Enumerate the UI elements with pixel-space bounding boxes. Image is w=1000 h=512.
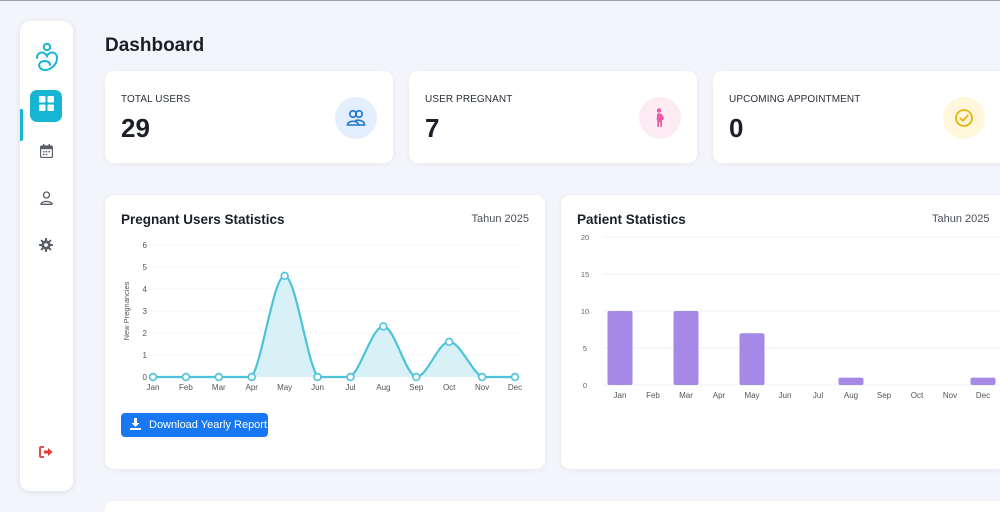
download-report-button[interactable]: Download Yearly Report xyxy=(121,413,268,437)
stat-label: TOTAL USERS xyxy=(121,94,191,105)
data-point xyxy=(477,372,487,382)
active-indicator xyxy=(20,109,23,141)
stat-card-user-pregnant: USER PREGNANT 7 xyxy=(409,71,697,163)
bar xyxy=(838,377,864,385)
sidebar-item-calendar[interactable] xyxy=(30,137,62,169)
y-axis-label: New Pregnancies xyxy=(122,281,131,340)
area-fill xyxy=(153,275,515,377)
sidebar xyxy=(20,21,73,491)
data-point xyxy=(313,372,322,382)
x-tick-label: May xyxy=(744,391,759,400)
page-title: Dashboard xyxy=(105,35,205,56)
x-tick-label: Dec xyxy=(508,383,522,392)
x-tick-label: Feb xyxy=(179,383,193,392)
year-label: Tahun 2025 xyxy=(932,213,990,225)
sidebar-item-settings[interactable] xyxy=(30,231,62,263)
stat-label: UPCOMING APPOINTMENT xyxy=(729,94,861,105)
y-tick-label: 5 xyxy=(583,344,587,353)
logout-icon xyxy=(39,445,53,463)
y-tick-label: 3 xyxy=(143,307,148,316)
x-tick-label: Oct xyxy=(911,391,924,400)
x-tick-label: Jun xyxy=(311,383,324,392)
y-tick-label: 10 xyxy=(581,307,589,316)
calendar-icon xyxy=(39,143,53,163)
x-tick-label: Mar xyxy=(212,383,226,392)
data-point xyxy=(444,337,454,347)
x-tick-label: Nov xyxy=(475,383,489,392)
bottom-card xyxy=(105,501,1000,512)
stat-card-upcoming-appointment: UPCOMING APPOINTMENT 0 xyxy=(713,71,1000,163)
sidebar-item-profile[interactable] xyxy=(30,184,62,216)
stat-value: 29 xyxy=(121,113,150,143)
data-point xyxy=(247,372,256,382)
x-tick-label: May xyxy=(277,383,292,392)
x-tick-label: Mar xyxy=(679,391,693,400)
pregnant-icon xyxy=(639,97,681,139)
pregnancy-area-chart: 0 1 2 3 4 5 6 New Pregnancies Jan Feb Mar Apr May Jun… xyxy=(122,241,522,392)
logout-button[interactable] xyxy=(30,438,62,470)
x-tick-label: Jul xyxy=(813,391,823,400)
sidebar-item-dashboard[interactable] xyxy=(30,90,62,122)
x-tick-label: Dec xyxy=(976,391,990,400)
data-point xyxy=(379,322,388,331)
year-label: Tahun 2025 xyxy=(471,213,530,225)
grid-icon xyxy=(38,96,54,116)
bar xyxy=(970,377,996,385)
data-point xyxy=(148,372,158,382)
x-tick-label: Sep xyxy=(409,383,424,392)
patient-statistics-panel: Patient Statistics Tahun 2025 0 5 10 15 20 Ja… xyxy=(561,195,1000,469)
y-tick-label: 15 xyxy=(581,270,589,279)
x-tick-label: Apr xyxy=(246,383,259,392)
x-tick-label: Jun xyxy=(779,391,792,400)
x-tick-label: Sep xyxy=(877,391,892,400)
y-tick-label: 0 xyxy=(583,381,587,390)
bar xyxy=(739,333,765,385)
data-point xyxy=(280,271,289,280)
bar xyxy=(607,311,633,385)
x-tick-label: Aug xyxy=(376,383,390,392)
data-point xyxy=(412,372,421,382)
y-tick-label: 2 xyxy=(143,329,148,338)
data-point xyxy=(214,372,224,382)
download-icon xyxy=(130,417,141,433)
stat-value: 7 xyxy=(425,113,440,143)
gear-icon xyxy=(39,237,53,257)
x-tick-label: Apr xyxy=(713,391,726,400)
panel-title: Patient Statistics xyxy=(577,212,686,227)
y-tick-label: 4 xyxy=(143,285,148,294)
stat-card-total-users: TOTAL USERS 29 xyxy=(105,71,393,163)
x-tick-label: Aug xyxy=(844,391,858,400)
stat-value: 0 xyxy=(729,113,744,143)
bar xyxy=(673,311,699,385)
y-tick-label: 1 xyxy=(143,351,148,360)
y-tick-label: 20 xyxy=(581,233,589,242)
y-tick-label: 5 xyxy=(143,263,148,272)
data-point xyxy=(510,372,520,382)
x-tick-label: Jan xyxy=(147,383,160,392)
x-tick-label: Jul xyxy=(345,383,355,392)
user-icon xyxy=(39,190,53,210)
x-tick-label: Jan xyxy=(614,391,627,400)
data-point xyxy=(346,372,355,382)
panel-title: Pregnant Users Statistics xyxy=(121,212,285,227)
x-tick-label: Oct xyxy=(443,383,456,392)
data-point xyxy=(181,372,191,382)
logo-icon xyxy=(33,41,61,73)
stat-label: USER PREGNANT xyxy=(425,94,513,105)
x-tick-label: Feb xyxy=(646,391,660,400)
y-tick-label: 6 xyxy=(143,241,148,250)
patient-bar-chart: 0 5 10 15 20 Jan Feb Mar Apr May Jun Jul Aug Sep Oct No… xyxy=(581,233,1000,400)
pregnant-statistics-panel: Pregnant Users Statistics Tahun 2025 0 1 2… xyxy=(105,195,545,469)
x-tick-label: Nov xyxy=(943,391,957,400)
users-icon xyxy=(335,97,377,139)
download-button-label: Download Yearly Report xyxy=(149,419,268,431)
y-tick-label: 0 xyxy=(143,373,148,382)
check-circle-icon xyxy=(943,97,985,139)
